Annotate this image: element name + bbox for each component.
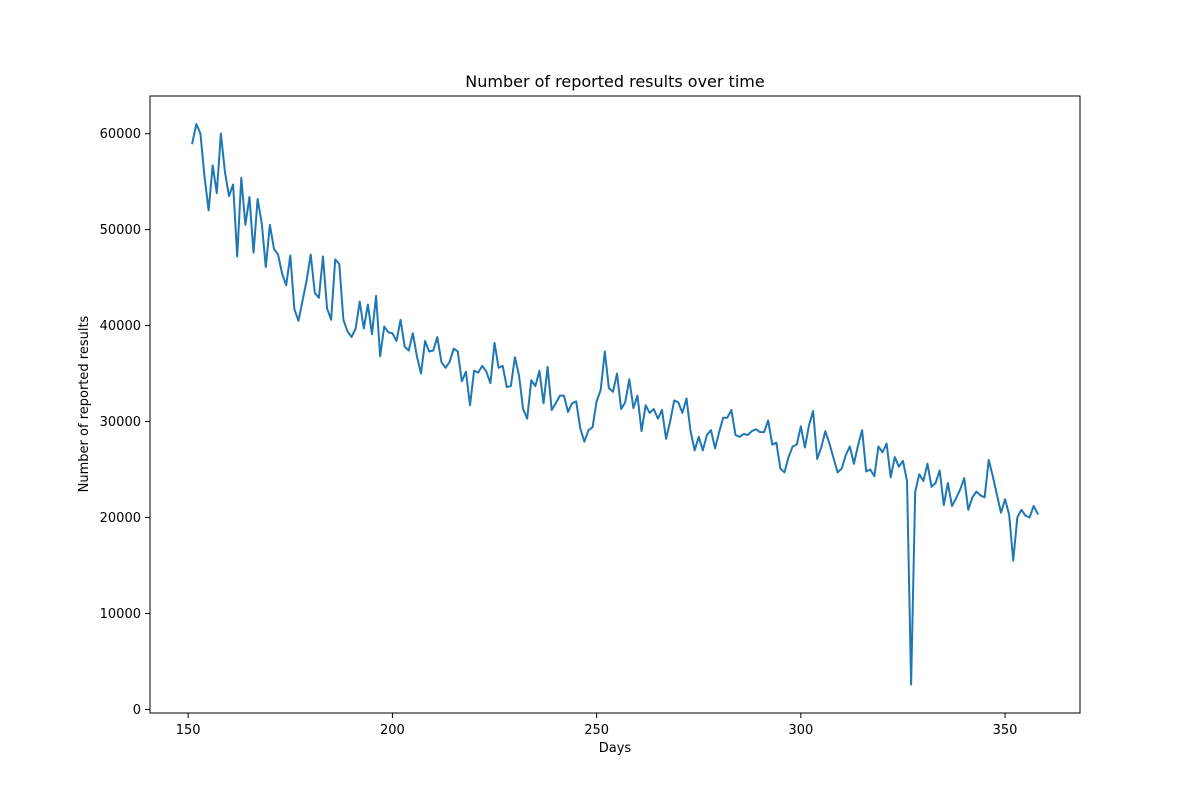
chart-title: Number of reported results over time bbox=[465, 72, 764, 91]
y-axis-title: Number of reported results bbox=[77, 315, 92, 492]
y-tick-label: 50000 bbox=[100, 223, 141, 238]
plot-frame bbox=[149, 95, 1081, 714]
y-tick-label: 30000 bbox=[100, 415, 141, 430]
y-tick-label: 0 bbox=[133, 703, 141, 718]
y-tick-label: 20000 bbox=[100, 511, 141, 526]
x-tick-label: 250 bbox=[584, 723, 609, 738]
x-tick-label: 350 bbox=[993, 723, 1018, 738]
x-tick-label: 200 bbox=[380, 723, 405, 738]
y-tick-label: 10000 bbox=[100, 607, 141, 622]
x-tick-label: 150 bbox=[176, 723, 201, 738]
plot-area: 150 200 250 300 350 0 10000 20000 30000 40000 5000… bbox=[100, 95, 1081, 738]
series-line bbox=[191, 123, 1040, 686]
x-tick-label: 300 bbox=[788, 723, 813, 738]
y-tick-label: 60000 bbox=[100, 127, 141, 142]
x-axis-title: Days bbox=[599, 741, 632, 756]
y-tick-label: 40000 bbox=[100, 319, 141, 334]
